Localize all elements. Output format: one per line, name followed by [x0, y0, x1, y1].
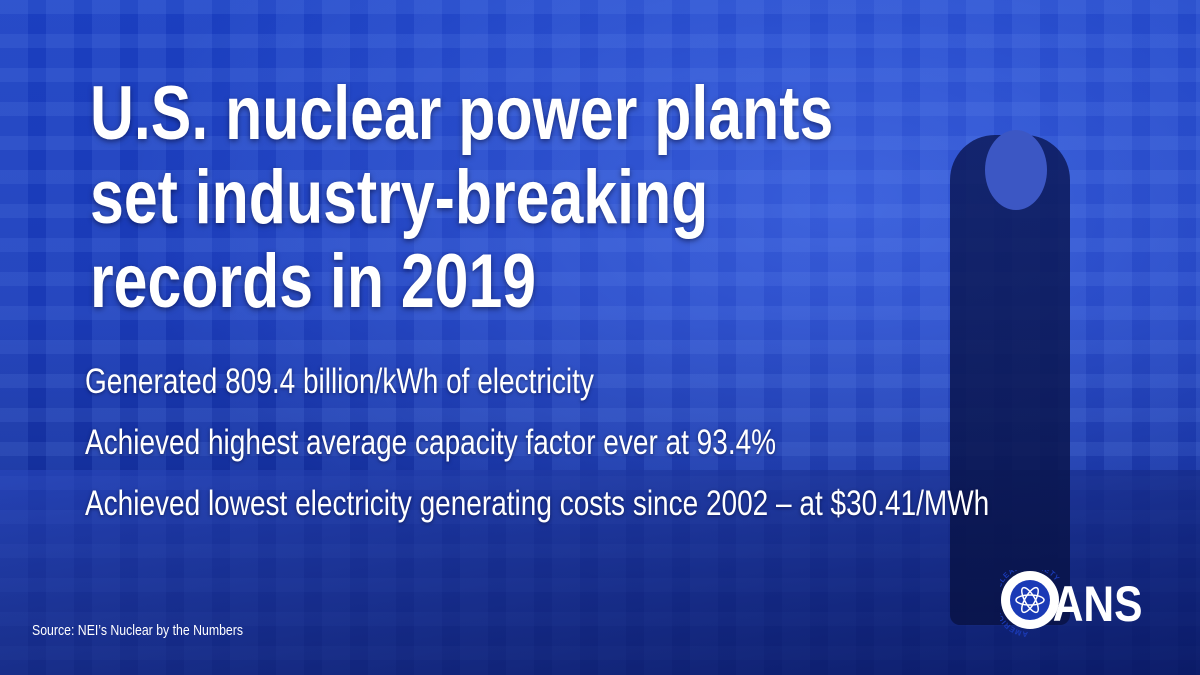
stat-line: Achieved lowest electricity generating c…	[85, 484, 990, 523]
stat-line: Achieved highest average capacity factor…	[85, 423, 777, 462]
logo-orbit	[1015, 594, 1045, 606]
stat-line: Generated 809.4 billion/kWh of electrici…	[85, 362, 594, 401]
background-head	[985, 130, 1047, 210]
logo: AMERICAN NUCLEAR SOCIETY ANS	[1000, 570, 1143, 639]
logo-core	[1010, 580, 1050, 620]
title-line: set industry-breaking	[90, 155, 709, 240]
source: Source: NEI’s Nuclear by the Numbers	[32, 622, 244, 639]
logo-text: ANS	[1053, 576, 1143, 632]
title: U.S. nuclear power plants set industry-b…	[90, 72, 833, 324]
logo-orbit	[1021, 586, 1039, 614]
logo-orbit	[1021, 586, 1039, 614]
title-line: U.S. nuclear power plants	[90, 71, 834, 156]
background-person	[950, 135, 1070, 625]
title-line: records in 2019	[90, 239, 537, 324]
